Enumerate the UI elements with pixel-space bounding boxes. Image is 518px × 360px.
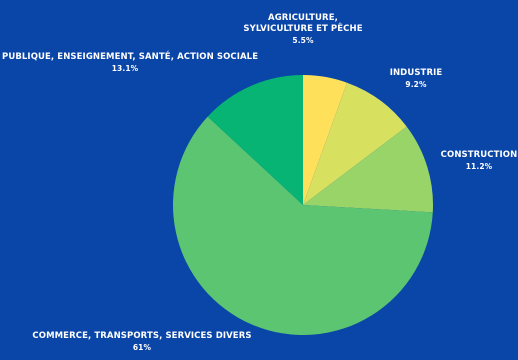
slice-label-construction-value: 11.2% [465,162,493,171]
slice-label-publique: Publique, enseignement, santé, action so… [2,52,258,74]
pie-slice-1 [303,82,407,205]
slice-label-construction-name: Construction [440,150,518,160]
slice-label-commerce-value: 61% [132,343,152,352]
slice-label-publique-name: Publique, enseignement, santé, action so… [2,52,259,62]
slice-label-agriculture: Agriculture, sylviculture et pêche 5.5% [243,13,363,46]
pie-slice-3 [172,116,433,336]
slice-label-industrie: Industrie 9.2% [376,68,456,90]
slice-label-commerce-name: Commerce, transports, services divers [32,331,252,341]
pie-slice-2 [303,126,433,213]
slice-label-commerce: Commerce, transports, services divers 61… [30,331,254,353]
slice-label-agriculture-value: 5.5% [292,36,314,45]
slice-label-industrie-name: Industrie [389,68,443,78]
pie-slices [172,75,433,336]
pie-slice-0 [303,75,348,205]
slice-label-agriculture-name: Agriculture, sylviculture et pêche [243,13,363,34]
slice-label-industrie-value: 9.2% [405,80,427,89]
slice-label-publique-value: 13.1% [111,64,139,73]
pie-slice-4 [207,75,303,205]
slice-label-construction: Construction 11.2% [440,150,518,172]
